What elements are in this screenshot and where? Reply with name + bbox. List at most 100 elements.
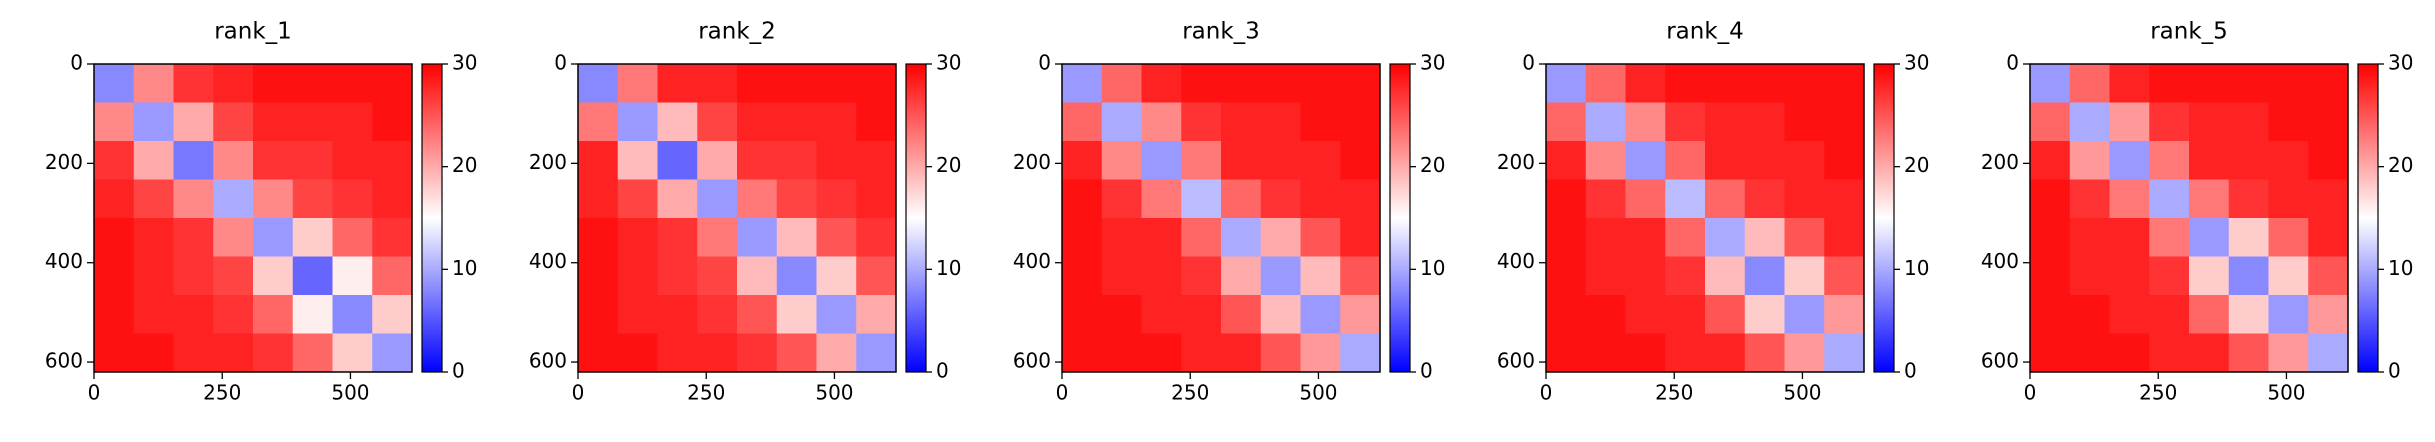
heatmap-cell <box>332 179 373 219</box>
x-tick-label: 500 <box>1783 381 1821 405</box>
heatmap-cell <box>1784 333 1825 373</box>
heatmap-cell <box>2030 295 2071 334</box>
heatmap-cell <box>2308 179 2349 219</box>
heatmap-cell <box>1824 64 1865 103</box>
heatmap-cell <box>697 256 738 296</box>
heatmap-cell <box>1625 218 1666 257</box>
heatmap-cell <box>657 102 698 142</box>
heatmap-cell <box>2069 218 2110 257</box>
heatmap-cell <box>1744 141 1785 180</box>
heatmap-cell <box>1221 179 1262 219</box>
heatmap-cell <box>133 295 174 334</box>
y-tick-label: 400 <box>1497 249 1535 273</box>
heatmap-cell <box>2228 102 2269 142</box>
heatmap-cell <box>2149 64 2190 103</box>
heatmap-cell <box>94 64 135 103</box>
heatmap-cell <box>2109 295 2150 334</box>
heatmap-cell <box>1062 256 1103 296</box>
heatmap-cell <box>737 333 778 373</box>
colorbar-tick-label: 30 <box>1904 51 1929 75</box>
colorbar-tick-label: 0 <box>452 359 465 383</box>
heatmap-cell <box>578 218 619 257</box>
heatmap-cell <box>617 141 658 180</box>
heatmap-cell <box>2228 295 2269 334</box>
heatmap-cell <box>657 64 698 103</box>
heatmap-cell <box>292 218 333 257</box>
heatmap-cell <box>1340 141 1381 180</box>
heatmap-cell <box>1260 64 1301 103</box>
x-tick-label: 500 <box>2267 381 2305 405</box>
heatmap-cell <box>697 218 738 257</box>
heatmap-cell <box>617 295 658 334</box>
colorbar-tick-label: 0 <box>1904 359 1917 383</box>
colorbar-tick-label: 30 <box>1420 51 1445 75</box>
heatmap-cell <box>213 333 254 373</box>
heatmap-cell <box>1824 218 1865 257</box>
heatmap-cell <box>657 179 698 219</box>
chart-title: rank_3 <box>1182 19 1260 45</box>
heatmap-cell <box>253 256 294 296</box>
heatmap-cell <box>1062 179 1103 219</box>
heatmap-cell <box>1585 256 1626 296</box>
heatmap-cell <box>1141 333 1182 373</box>
heatmap-cell <box>1546 295 1587 334</box>
heatmap-cell <box>1744 218 1785 257</box>
x-tick-label: 250 <box>687 381 725 405</box>
heatmap-cell <box>173 141 214 180</box>
heatmap-cell <box>697 64 738 103</box>
colorbar-tick-label: 10 <box>936 256 961 280</box>
colorbar <box>1873 63 1895 373</box>
heatmap-cell <box>253 141 294 180</box>
heatmap-cell <box>776 102 817 142</box>
heatmap-cell <box>1141 256 1182 296</box>
x-tick-label: 0 <box>1540 381 1553 405</box>
heatmap-cell <box>213 295 254 334</box>
x-tick-label: 250 <box>1171 381 1209 405</box>
axes-frame <box>2029 63 2349 373</box>
heatmap-cell <box>133 256 174 296</box>
heatmap-cell <box>1181 333 1222 373</box>
colorbar-tick-label: 30 <box>2388 51 2413 75</box>
heatmap-cell <box>2189 141 2230 180</box>
heatmap-cell <box>1705 64 1746 103</box>
heatmap-cell <box>1625 333 1666 373</box>
heatmap-cell <box>1824 295 1865 334</box>
heatmap-cell <box>1705 333 1746 373</box>
heatmap-cell <box>292 256 333 296</box>
heatmap-cell <box>2308 333 2349 373</box>
heatmap-cell <box>2268 333 2309 373</box>
heatmap-cell <box>1181 256 1222 296</box>
heatmap-cell <box>1546 179 1587 219</box>
heatmap-cell <box>1181 295 1222 334</box>
heatmap-cell <box>2228 179 2269 219</box>
heatmap-cell <box>1260 295 1301 334</box>
heatmap-cell <box>737 295 778 334</box>
heatmap-cell <box>1824 333 1865 373</box>
heatmap-cell <box>1546 141 1587 180</box>
heatmap-cell <box>856 256 897 296</box>
heatmap-cell <box>816 218 857 257</box>
heatmap-cell <box>737 64 778 103</box>
heatmap-cell <box>578 141 619 180</box>
heatmap-cell <box>1141 64 1182 103</box>
colorbar-tick-label: 0 <box>1420 359 1433 383</box>
colorbar-tick-label: 30 <box>936 51 961 75</box>
heatmap-cell <box>2069 102 2110 142</box>
colorbar <box>1389 63 1411 373</box>
y-tick-label: 600 <box>45 349 83 373</box>
heatmap-cell <box>292 333 333 373</box>
heatmap-cell <box>332 141 373 180</box>
heatmap-cell <box>1141 295 1182 334</box>
heatmap-cell <box>332 256 373 296</box>
heatmap-cell <box>1062 218 1103 257</box>
heatmap-cell <box>2268 218 2309 257</box>
x-tick-label: 500 <box>1299 381 1337 405</box>
heatmap-cell <box>173 218 214 257</box>
heatmap-cell <box>657 295 698 334</box>
heatmap-cell <box>2189 295 2230 334</box>
heatmap-cell <box>2109 141 2150 180</box>
heatmap-cell <box>1546 218 1587 257</box>
heatmap-cell <box>2069 256 2110 296</box>
heatmap-cell <box>737 256 778 296</box>
y-tick-label: 600 <box>529 349 567 373</box>
